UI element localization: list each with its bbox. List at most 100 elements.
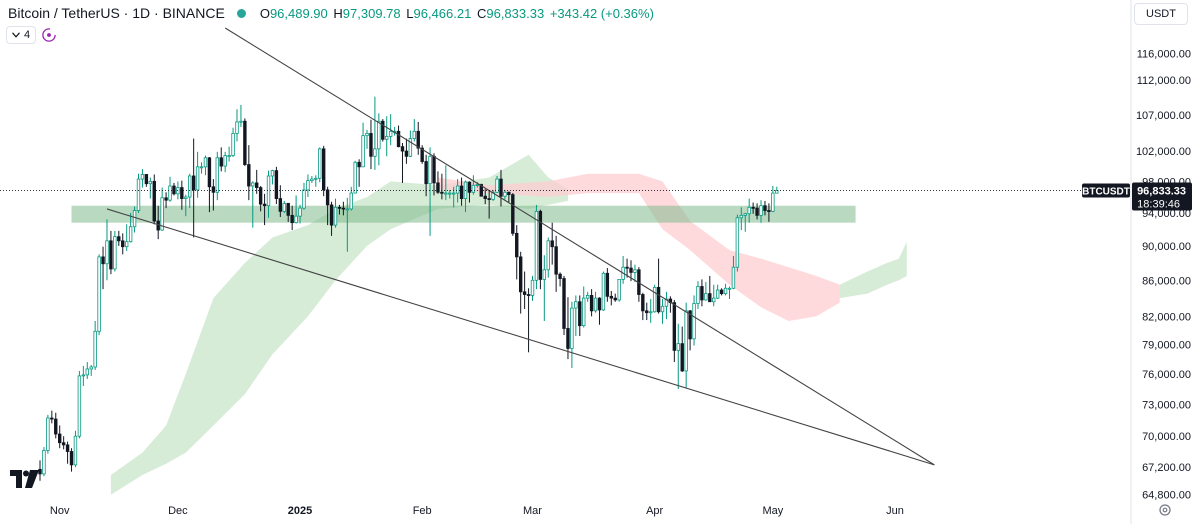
candle: [396, 125, 401, 148]
candle-body: [444, 192, 448, 195]
candle-body: [660, 305, 665, 313]
candle-body: [558, 273, 562, 279]
candle-body: [727, 287, 732, 290]
symbol-tag: BTCUSDT: [1082, 186, 1130, 197]
candle: [298, 204, 302, 224]
candle-body: [424, 161, 428, 185]
candle-body: [546, 240, 550, 271]
candle: [258, 186, 263, 212]
tradingview-logo-icon[interactable]: [10, 470, 40, 488]
candle-body: [589, 295, 594, 312]
candle-body: [605, 272, 610, 297]
last-price-tag-bg: [1132, 182, 1192, 211]
candle: [767, 203, 771, 222]
candle: [708, 275, 712, 303]
settings-icon[interactable]: [1158, 503, 1172, 517]
candle-body: [282, 202, 286, 212]
close-label: C: [476, 5, 487, 21]
candle: [101, 246, 105, 290]
collapse-indicators-button[interactable]: 4: [6, 25, 37, 44]
refresh-icon[interactable]: [42, 27, 56, 42]
price-axis[interactable]: 116,000.00 112,000.00 107,000.00 102,000.00…: [1136, 49, 1191, 502]
currency-selector-button[interactable]: USDT: [1134, 3, 1188, 25]
candle: [262, 193, 267, 226]
x-tick-label: Jun: [886, 505, 904, 517]
candle-body: [609, 295, 613, 299]
candle-body: [416, 130, 420, 149]
high-label: H: [333, 5, 343, 21]
candle: [274, 166, 279, 205]
candle-body: [318, 148, 322, 179]
candle: [211, 179, 216, 211]
candle-body: [412, 130, 416, 139]
candle-body: [688, 310, 692, 340]
candle: [235, 109, 239, 142]
candle-body: [97, 256, 101, 332]
candle: [526, 288, 531, 353]
candle: [597, 297, 602, 325]
candle: [408, 130, 413, 158]
candle-body: [164, 197, 168, 201]
candle-body: [617, 279, 621, 301]
chevron-down-icon: [12, 31, 20, 38]
candle-body: [641, 294, 645, 312]
candle-body: [191, 175, 196, 191]
candle: [605, 268, 610, 302]
candle: [692, 295, 696, 346]
candle-body: [420, 147, 424, 162]
candle-body: [440, 191, 444, 194]
y-tick-label: 76,000.00: [1142, 369, 1191, 381]
cloud-red-area: [437, 173, 840, 321]
candle: [113, 230, 117, 272]
x-tick-label: Mar: [523, 505, 542, 517]
candle: [775, 186, 779, 194]
candle-body: [487, 198, 491, 200]
candle-body: [467, 181, 472, 193]
indicator-count: 4: [24, 28, 31, 41]
candle-body: [633, 269, 637, 273]
candle-body: [306, 180, 310, 191]
candle: [755, 203, 759, 220]
y-tick-label: 86,000.00: [1142, 275, 1191, 287]
candle: [566, 297, 570, 360]
candle-body: [582, 297, 586, 327]
candle-body: [247, 164, 251, 187]
candle: [471, 175, 476, 195]
candle-body: [550, 240, 554, 248]
candle: [696, 281, 700, 310]
x-tick-label: Dec: [168, 505, 188, 517]
candle-body: [479, 184, 483, 197]
candle: [353, 160, 357, 194]
candle-body: [503, 191, 507, 197]
candle-body: [144, 174, 149, 185]
candle-body: [215, 157, 219, 193]
candle-body: [499, 178, 503, 197]
candle: [306, 174, 310, 197]
candle: [719, 288, 724, 296]
candle-body: [152, 180, 156, 222]
symbol-title[interactable]: Bitcoin / TetherUS · 1D · BINANCE: [8, 5, 225, 21]
cloud-green-area-late: [839, 241, 907, 299]
candle-body: [483, 195, 487, 199]
candle: [637, 267, 641, 302]
candle-body: [223, 155, 227, 167]
time-axis[interactable]: Nov Dec 2025 Feb Mar Apr May Jun: [50, 505, 904, 517]
candle: [704, 282, 708, 301]
candle-body: [113, 236, 117, 270]
candle-body: [195, 166, 200, 191]
candle-body: [357, 161, 361, 168]
candle: [286, 202, 290, 222]
candle-body: [207, 157, 212, 188]
candle-body: [597, 297, 602, 311]
candle-body: [341, 207, 346, 210]
candle: [515, 225, 519, 280]
candle-body: [349, 192, 353, 210]
trendlines: [106, 27, 935, 466]
candle: [416, 121, 420, 155]
candle: [38, 460, 42, 481]
candle-body: [471, 184, 476, 193]
candle-body: [294, 215, 298, 224]
candle: [688, 309, 692, 351]
candle-body: [534, 210, 539, 281]
